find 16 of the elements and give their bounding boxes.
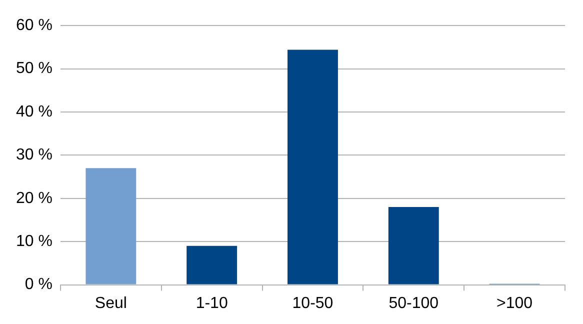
bar <box>186 246 238 284</box>
y-tick-label: 30 % <box>16 146 52 164</box>
y-tick-label: 0 % <box>24 276 52 294</box>
y-tick-label: 60 % <box>16 17 52 34</box>
x-tick-label: 1-10 <box>196 294 228 312</box>
x-tick-label: 50-100 <box>388 294 439 312</box>
bar <box>288 50 338 284</box>
y-tick-label: 20 % <box>16 190 52 207</box>
x-tick-label: 10-50 <box>292 294 334 312</box>
y-tick-label: 40 % <box>16 103 52 120</box>
bar <box>388 207 439 284</box>
y-tick-label: 50 % <box>16 60 52 78</box>
bar <box>86 168 136 284</box>
x-tick-label: Seul <box>94 294 127 312</box>
y-tick-label: 10 % <box>16 233 52 250</box>
x-tick-label: >100 <box>496 294 533 312</box>
